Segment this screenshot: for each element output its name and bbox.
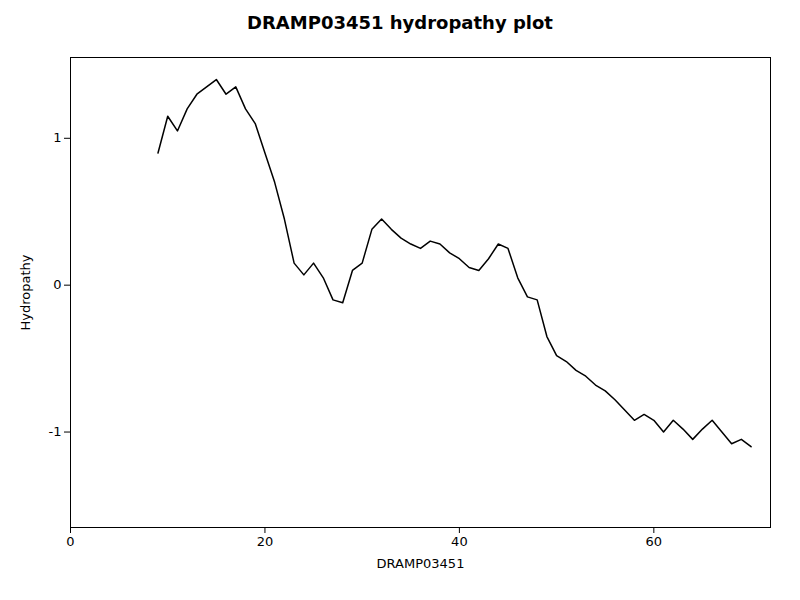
svg-text:DRAMP03451: DRAMP03451 (377, 556, 465, 571)
svg-text:20: 20 (257, 534, 274, 549)
svg-text:Hydropathy: Hydropathy (18, 254, 33, 330)
svg-text:0: 0 (53, 277, 61, 292)
svg-text:1: 1 (53, 130, 61, 145)
svg-text:40: 40 (451, 534, 468, 549)
svg-text:0: 0 (66, 534, 74, 549)
svg-text:-1: -1 (49, 424, 62, 439)
html-text:DRAMP03451 hydropathy plot: DRAMP03451 hydropathy plot (247, 12, 553, 33)
svg-text:60: 60 (646, 534, 663, 549)
